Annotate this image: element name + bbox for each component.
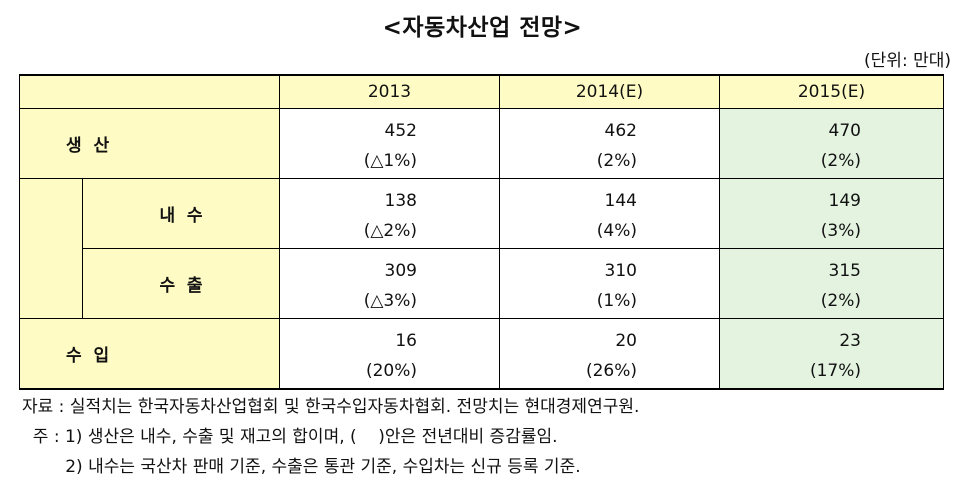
sub-indent-cell <box>19 178 83 319</box>
source-note: 자료 : 실적치는 한국자동차산업협회 및 한국수입자동차협회. 전망치는 현대… <box>22 397 640 417</box>
header-2015: 2015(E) <box>719 74 944 109</box>
cell-export-change-2015: (2%) <box>719 284 944 319</box>
row-label-export: 수 출 <box>82 248 280 319</box>
cell-import-change-2014: (26%) <box>499 354 720 390</box>
cell-domestic-change-2015: (3%) <box>719 214 944 249</box>
header-2014: 2014(E) <box>499 74 720 109</box>
table-row-import: 수 입 16 20 23 <box>19 318 944 390</box>
cell-export-change-2014: (1%) <box>499 284 720 319</box>
row-label-production: 생 산 <box>19 108 280 179</box>
table-row-import-change: (20%) (26%) (17%) <box>20 354 944 390</box>
table-row-production-change: (△1%) (2%) (2%) <box>20 144 944 179</box>
row-label-domestic: 내 수 <box>82 178 280 249</box>
cell-export-change-2013: (△3%) <box>279 284 500 319</box>
cell-domestic-change-2013: (△2%) <box>279 214 500 249</box>
cell-export-2015: 315 <box>719 248 944 284</box>
cell-production-2015: 470 <box>719 108 944 144</box>
cell-import-2014: 20 <box>499 318 720 354</box>
cell-production-change-2015: (2%) <box>719 144 944 179</box>
table-row-export-change: (△3%) (1%) (2%) <box>20 284 944 319</box>
footnote-1: 주 : 1) 생산은 내수, 수출 및 재고의 합이며, ( )안은 전년대비 … <box>22 427 558 447</box>
cell-production-2013: 452 <box>279 108 500 144</box>
table-row-domestic: 내 수 138 144 149 <box>19 178 944 319</box>
cell-import-2015: 23 <box>719 318 944 354</box>
header-corner-cell <box>19 74 280 109</box>
cell-domestic-2014: 144 <box>499 178 720 214</box>
auto-industry-outlook-table: 2013 2014(E) 2015(E) 생 산 452 462 470 (△1… <box>19 74 944 390</box>
header-2013: 2013 <box>279 74 500 109</box>
unit-label: (단위: 만대) <box>864 51 951 71</box>
cell-import-change-2013: (20%) <box>279 354 500 390</box>
cell-export-2013: 309 <box>279 248 500 284</box>
table-title: <자동차산업 전망> <box>382 15 583 41</box>
cell-import-change-2015: (17%) <box>719 354 944 390</box>
cell-domestic-2015: 149 <box>719 178 944 214</box>
cell-domestic-2013: 138 <box>279 178 500 214</box>
cell-import-2013: 16 <box>279 318 500 354</box>
table-notes: 자료 : 실적치는 한국자동차산업협회 및 한국수입자동차협회. 전망치는 현대… <box>22 392 639 482</box>
footnote-2: 2) 내수는 국산차 판매 기준, 수출은 통관 기준, 수입차는 신규 등록 … <box>22 457 581 477</box>
table-row-production: 생 산 452 462 470 <box>19 108 944 179</box>
table-header-row: 2013 2014(E) 2015(E) <box>19 74 944 109</box>
cell-domestic-change-2014: (4%) <box>499 214 720 249</box>
cell-production-change-2013: (△1%) <box>279 144 500 179</box>
cell-production-2014: 462 <box>499 108 720 144</box>
table-row-export: 수 출 309 310 315 <box>20 248 944 319</box>
row-label-import: 수 입 <box>19 318 280 390</box>
cell-export-2014: 310 <box>499 248 720 284</box>
cell-production-change-2014: (2%) <box>499 144 720 179</box>
